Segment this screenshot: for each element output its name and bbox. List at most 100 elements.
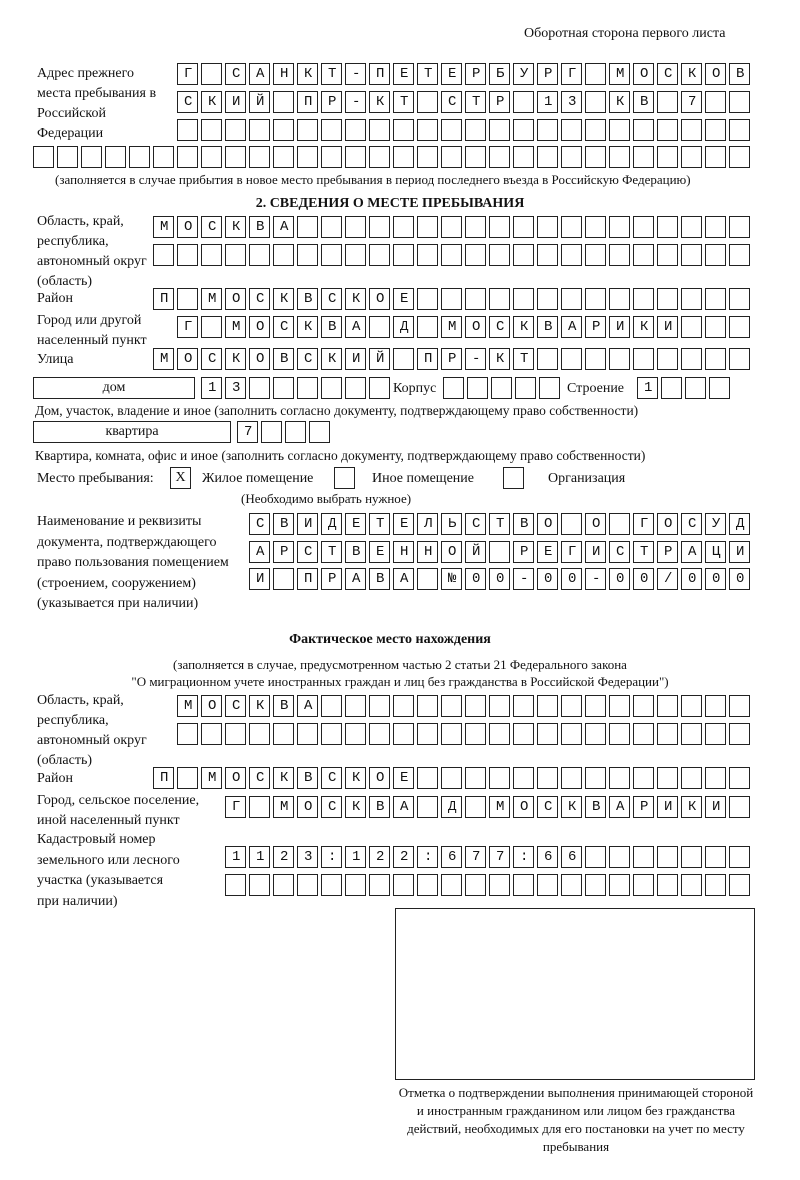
char-box[interactable] bbox=[465, 119, 486, 141]
char-box[interactable] bbox=[249, 723, 270, 745]
char-box[interactable] bbox=[393, 216, 414, 238]
char-box[interactable] bbox=[345, 316, 366, 338]
char-box[interactable] bbox=[441, 91, 462, 113]
char-box[interactable] bbox=[633, 796, 654, 818]
char-box[interactable] bbox=[537, 846, 558, 868]
char-box[interactable] bbox=[633, 874, 654, 896]
char-box[interactable] bbox=[729, 348, 750, 370]
char-box[interactable] bbox=[249, 846, 270, 868]
char-box[interactable] bbox=[297, 541, 318, 563]
char-box[interactable] bbox=[609, 244, 630, 266]
char-box[interactable] bbox=[681, 63, 702, 85]
char-box[interactable] bbox=[609, 695, 630, 717]
char-box[interactable] bbox=[297, 377, 318, 399]
char-box[interactable] bbox=[393, 695, 414, 717]
char-box[interactable] bbox=[633, 63, 654, 85]
char-box[interactable] bbox=[393, 513, 414, 535]
char-box[interactable] bbox=[345, 513, 366, 535]
char-box[interactable] bbox=[685, 377, 706, 399]
char-box[interactable] bbox=[465, 796, 486, 818]
char-box[interactable] bbox=[465, 695, 486, 717]
char-box[interactable] bbox=[273, 316, 294, 338]
char-box[interactable] bbox=[705, 767, 726, 789]
char-box[interactable] bbox=[249, 244, 270, 266]
char-box[interactable] bbox=[201, 216, 222, 238]
char-box[interactable] bbox=[297, 63, 318, 85]
char-box[interactable] bbox=[105, 146, 126, 168]
char-box[interactable] bbox=[441, 288, 462, 310]
char-box[interactable] bbox=[537, 119, 558, 141]
char-box[interactable] bbox=[561, 348, 582, 370]
char-box[interactable] bbox=[729, 796, 750, 818]
char-box[interactable] bbox=[657, 796, 678, 818]
char-box[interactable] bbox=[369, 377, 390, 399]
char-box[interactable] bbox=[681, 513, 702, 535]
char-box[interactable] bbox=[537, 695, 558, 717]
char-box[interactable] bbox=[225, 316, 246, 338]
char-box[interactable] bbox=[273, 695, 294, 717]
char-box[interactable] bbox=[705, 244, 726, 266]
char-box[interactable] bbox=[345, 288, 366, 310]
char-box[interactable] bbox=[539, 377, 560, 399]
char-box[interactable] bbox=[709, 377, 730, 399]
char-box[interactable] bbox=[321, 216, 342, 238]
char-box[interactable] bbox=[513, 695, 534, 717]
char-box[interactable] bbox=[729, 119, 750, 141]
char-box[interactable] bbox=[201, 348, 222, 370]
char-box[interactable] bbox=[345, 146, 366, 168]
char-box[interactable] bbox=[417, 216, 438, 238]
char-box[interactable] bbox=[633, 767, 654, 789]
char-box[interactable] bbox=[33, 146, 54, 168]
char-box[interactable] bbox=[513, 119, 534, 141]
char-box[interactable] bbox=[297, 695, 318, 717]
char-box[interactable] bbox=[297, 846, 318, 868]
char-box[interactable] bbox=[537, 316, 558, 338]
char-box[interactable] bbox=[633, 216, 654, 238]
char-box[interactable] bbox=[225, 767, 246, 789]
char-box[interactable] bbox=[561, 767, 582, 789]
char-box[interactable] bbox=[657, 568, 678, 590]
char-box[interactable] bbox=[489, 568, 510, 590]
char-box[interactable] bbox=[513, 767, 534, 789]
char-box[interactable] bbox=[609, 348, 630, 370]
char-box[interactable] bbox=[273, 91, 294, 113]
char-box[interactable] bbox=[681, 91, 702, 113]
char-box[interactable] bbox=[585, 316, 606, 338]
char-box[interactable] bbox=[465, 767, 486, 789]
char-box[interactable] bbox=[273, 377, 294, 399]
char-box[interactable] bbox=[441, 568, 462, 590]
char-box[interactable] bbox=[489, 244, 510, 266]
char-box[interactable] bbox=[513, 796, 534, 818]
char-box[interactable] bbox=[345, 767, 366, 789]
char-box[interactable] bbox=[441, 695, 462, 717]
char-box[interactable] bbox=[297, 288, 318, 310]
char-box[interactable] bbox=[417, 513, 438, 535]
char-box[interactable] bbox=[465, 63, 486, 85]
char-box[interactable] bbox=[345, 63, 366, 85]
char-box[interactable] bbox=[297, 119, 318, 141]
char-box[interactable] bbox=[705, 146, 726, 168]
char-box[interactable] bbox=[321, 796, 342, 818]
char-box[interactable] bbox=[225, 846, 246, 868]
char-box[interactable] bbox=[657, 146, 678, 168]
char-box[interactable] bbox=[369, 119, 390, 141]
char-box[interactable] bbox=[561, 316, 582, 338]
char-box[interactable] bbox=[633, 119, 654, 141]
char-box[interactable] bbox=[705, 568, 726, 590]
char-box[interactable] bbox=[321, 348, 342, 370]
char-box[interactable] bbox=[681, 316, 702, 338]
char-box[interactable] bbox=[393, 568, 414, 590]
char-box[interactable] bbox=[585, 513, 606, 535]
char-box[interactable] bbox=[489, 288, 510, 310]
char-box[interactable] bbox=[297, 316, 318, 338]
char-box[interactable] bbox=[321, 91, 342, 113]
char-box[interactable] bbox=[297, 874, 318, 896]
char-box[interactable] bbox=[273, 244, 294, 266]
char-box[interactable] bbox=[537, 568, 558, 590]
char-box[interactable] bbox=[417, 723, 438, 745]
char-box[interactable] bbox=[417, 244, 438, 266]
char-box[interactable] bbox=[129, 146, 150, 168]
char-box[interactable] bbox=[441, 513, 462, 535]
char-box[interactable] bbox=[729, 244, 750, 266]
char-box[interactable] bbox=[681, 119, 702, 141]
